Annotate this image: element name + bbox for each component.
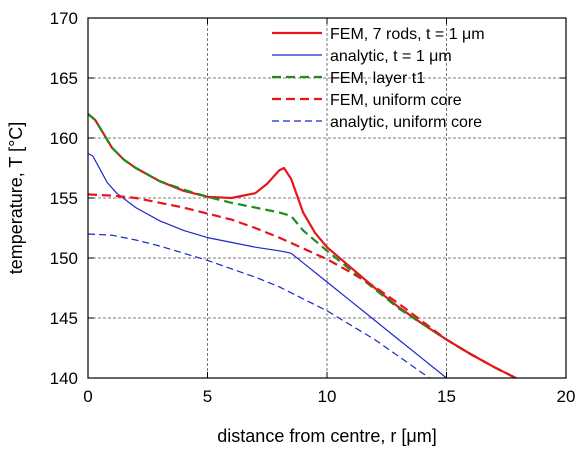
- y-tick-label: 150: [50, 249, 78, 268]
- y-tick-label: 165: [50, 69, 78, 88]
- y-tick-label: 140: [50, 369, 78, 388]
- legend-label-2: analytic, t = 1 μm: [330, 48, 452, 65]
- series-line-4: [88, 193, 519, 378]
- plot-lines: [88, 113, 519, 378]
- x-tick-label: 5: [203, 387, 212, 406]
- y-tick-label: 170: [50, 9, 78, 28]
- y-tick-label: 155: [50, 189, 78, 208]
- y-tick-label: 160: [50, 129, 78, 148]
- tick-labels: 0 5 10 15 20 140 145 150 155 160 165 170: [50, 9, 576, 406]
- legend-label-5: analytic, uniform core: [330, 114, 482, 131]
- series-line-2: [88, 153, 447, 378]
- legend-label-4: FEM, uniform core: [330, 92, 462, 109]
- x-tick-label: 10: [318, 387, 337, 406]
- legend: FEM, 7 rods, t = 1 μm analytic, t = 1 μm F…: [272, 26, 485, 131]
- x-tick-label: 0: [83, 387, 92, 406]
- y-axis-label: temperature, T [°C]: [6, 122, 26, 275]
- grid: [88, 18, 566, 378]
- series-line-5: [88, 233, 431, 378]
- legend-label-1: FEM, 7 rods, t = 1 μm: [330, 26, 485, 43]
- x-axis-label: distance from centre, r [μm]: [217, 426, 436, 446]
- legend-label-3: FEM, layer t1: [330, 70, 425, 87]
- y-tick-label: 145: [50, 309, 78, 328]
- x-tick-label: 15: [437, 387, 456, 406]
- x-tick-label: 20: [557, 387, 576, 406]
